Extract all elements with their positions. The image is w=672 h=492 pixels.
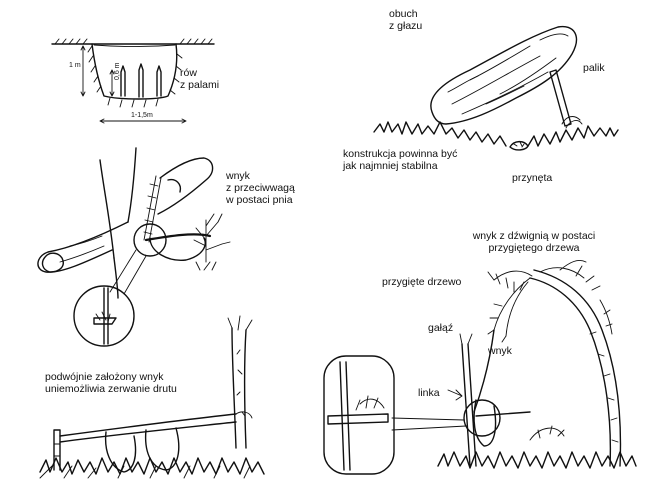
- double-snare-label: podwójnie założony wnyk uniemożliwia zer…: [45, 371, 177, 395]
- bent-tree-label: przygięte drzewo: [382, 276, 462, 288]
- lever-snare-title: wnyk z dźwignią w postaci przygiętego dr…: [472, 230, 596, 254]
- pit-width-label: 1-1,5m: [131, 112, 153, 119]
- pit-depth-label: 1 m: [69, 62, 81, 69]
- pit-trap-label: rów z palami: [180, 67, 220, 91]
- lever-snare-drawing: [323, 259, 637, 475]
- deadfall-bait-label: przynęta: [512, 172, 553, 184]
- branch-label: gałąź: [428, 322, 454, 334]
- line-label: linka: [418, 387, 440, 399]
- deadfall-rock-label: obuch z głazu: [389, 8, 423, 32]
- deadfall-stake-label: palik: [583, 62, 605, 74]
- deadfall-construction-label: konstrukcja powinna być jak najmniej sta…: [343, 148, 458, 172]
- deadfall-drawing: [373, 25, 619, 151]
- counterweight-snare-label: wnyk z przeciwwagą w postaci pnia: [226, 170, 295, 206]
- pit-trap-drawing: [51, 38, 215, 124]
- pit-stake-height-label: 0,6 m: [114, 62, 121, 80]
- double-snare-drawing: [39, 315, 265, 479]
- lever-snare-wnyk-label: wnyk: [488, 345, 512, 357]
- counterweight-snare-drawing: [37, 147, 231, 347]
